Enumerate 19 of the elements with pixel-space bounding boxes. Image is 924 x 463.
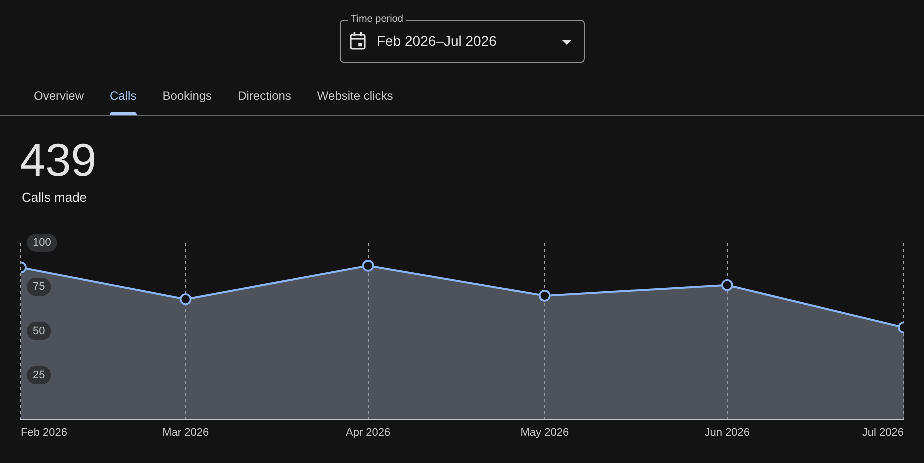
x-tick-label: Jun 2026 [704, 427, 750, 440]
text: Directions [238, 89, 292, 104]
text: Bookings [162, 89, 212, 104]
text: Website clicks [317, 89, 394, 104]
text: Overview [34, 89, 84, 104]
x-tick-label: Feb 2026 [21, 427, 68, 440]
x-tick-label: Apr 2026 [346, 427, 391, 440]
chart-subtitle: Calls made [22, 190, 88, 206]
x-tick-label: Mar 2026 [162, 427, 210, 440]
x-tick-label: May 2026 [520, 427, 570, 440]
text: Time period [348, 14, 406, 26]
y-tick-label: 25 [33, 369, 46, 382]
y-tick-label: 50 [33, 325, 46, 338]
x-tick-label: Jul 2026 [862, 427, 904, 440]
y-tick-label: 75 [33, 281, 46, 294]
text: Feb 2026–Jul 2026 [377, 33, 497, 49]
text: Calls [110, 89, 137, 104]
chart-title: 439 [20, 134, 97, 186]
y-tick-label: 100 [33, 237, 52, 250]
